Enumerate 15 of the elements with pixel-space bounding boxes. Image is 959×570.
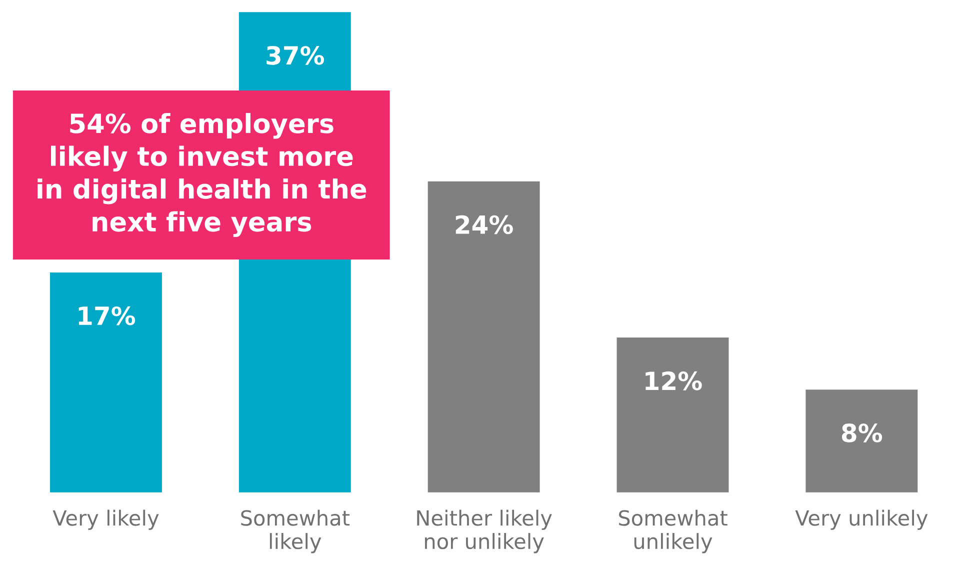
bar: [804, 388, 920, 494]
x-tick-label: Neither likely nor unlikely: [417, 510, 552, 554]
x-tick-label: Very unlikely: [795, 510, 928, 530]
data-label: 8%: [842, 423, 882, 442]
data-label: 17%: [78, 306, 136, 326]
bar: [426, 180, 542, 494]
data-label: 37%: [266, 46, 324, 65]
annotation: 54% of employers likely to invest more in digital health in the next five years: [38, 112, 366, 238]
bar: [615, 336, 730, 494]
x-tick-label: Somewhat unlikely: [618, 510, 728, 554]
bar: [48, 271, 164, 494]
x-tick-label: Very likely: [52, 510, 159, 530]
x-tick-label: Somewhat likely: [241, 510, 350, 554]
data-label: 12%: [646, 371, 702, 390]
data-label: 24%: [456, 215, 513, 234]
